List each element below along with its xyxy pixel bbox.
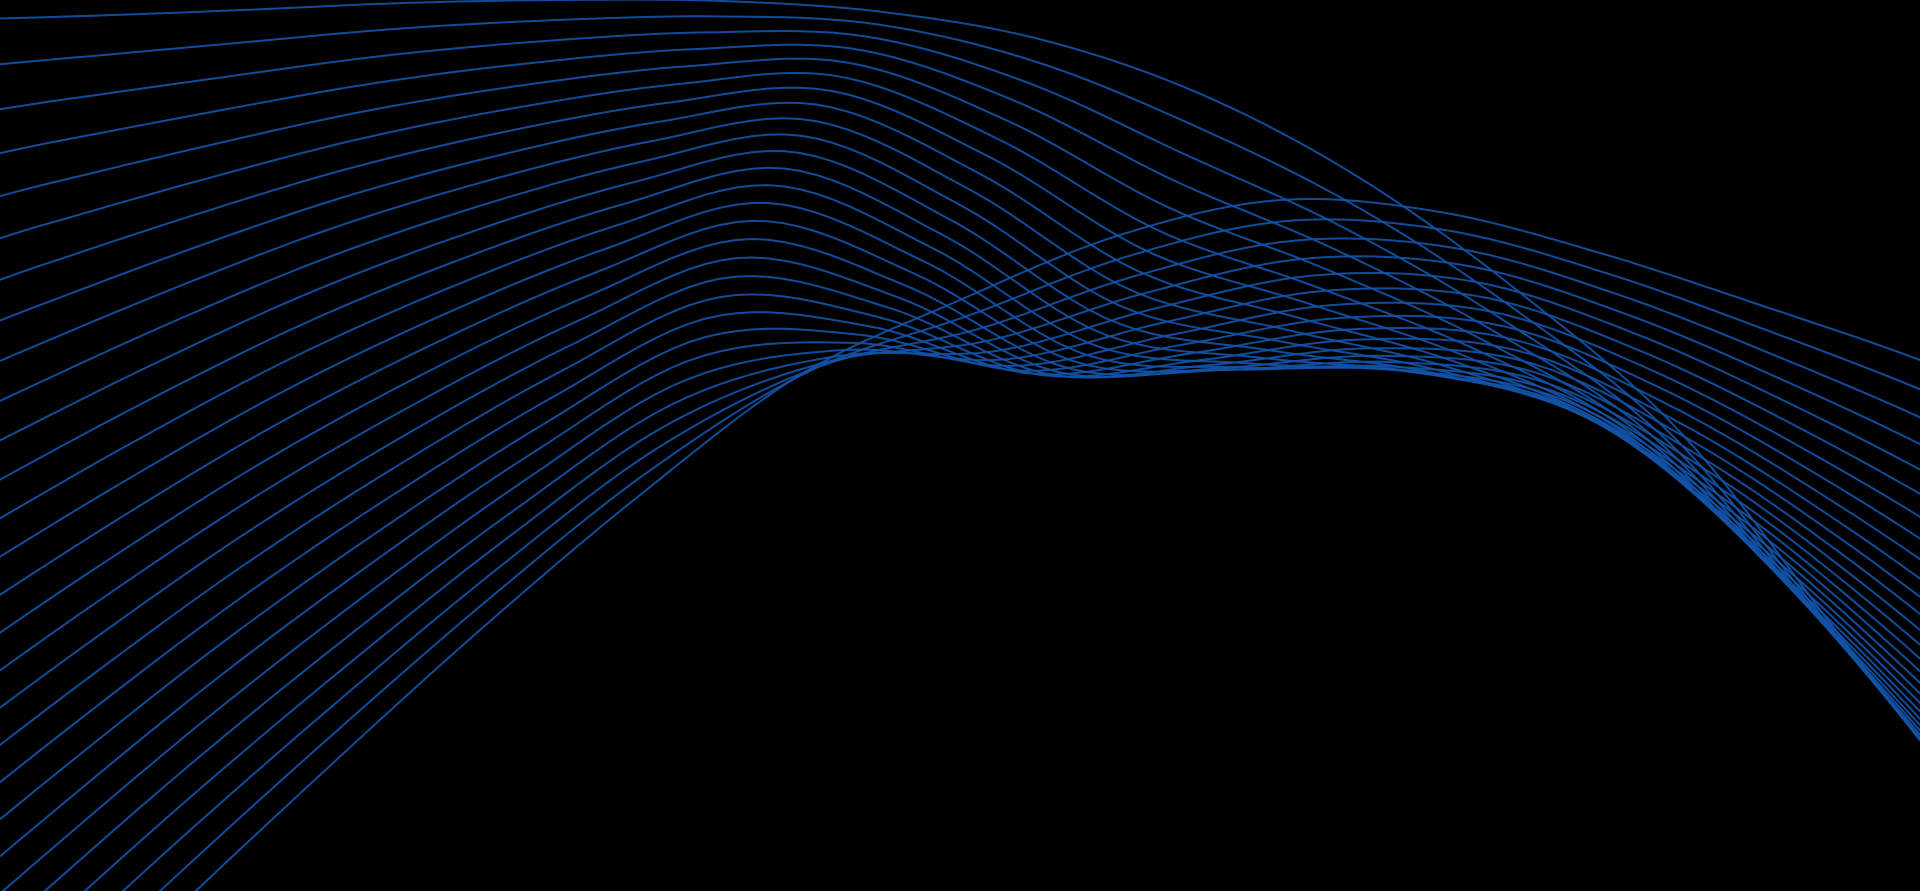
- wave-line: [0, 57, 1920, 736]
- wave-line: [194, 197, 1920, 891]
- wave-line: [0, 275, 1920, 709]
- wave-line: [83, 255, 1920, 891]
- wave-line: [0, 301, 1920, 858]
- wave-line: [0, 184, 1920, 673]
- wave-line: [0, 43, 1920, 739]
- wave-line: [1, 287, 1920, 891]
- wave-line: [158, 218, 1920, 891]
- wave-line: [0, 311, 1920, 784]
- wave-line: [0, 238, 1920, 634]
- wave-line: [0, 166, 1920, 684]
- wave-line: [0, 202, 1920, 660]
- wave-line: [0, 293, 1920, 746]
- wave-line: [0, 0, 1920, 742]
- wave-line: [43, 271, 1920, 891]
- wave-line: [0, 219, 1920, 646]
- wave-line: [0, 256, 1920, 672]
- wave-line: [121, 237, 1920, 891]
- wave-line: [0, 150, 1920, 695]
- wave-line: [0, 30, 1920, 741]
